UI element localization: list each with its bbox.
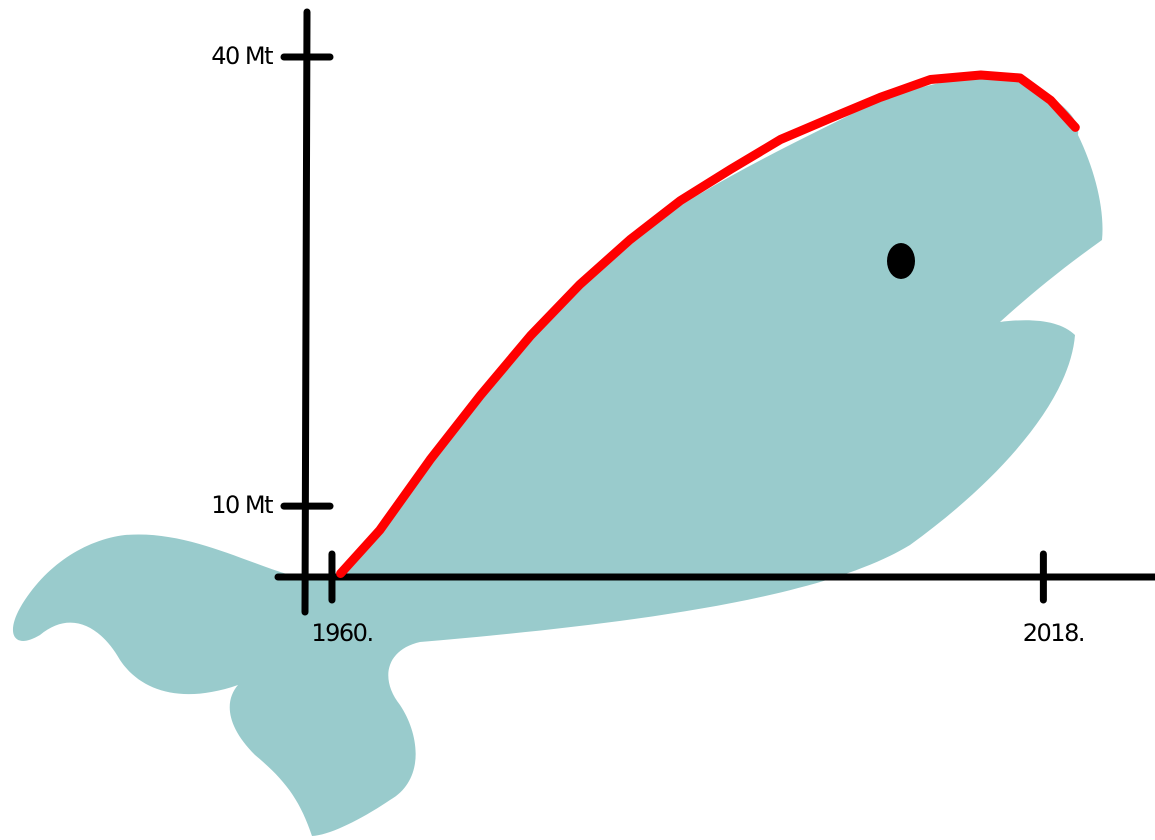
page: {"chart_data": { "type": "line", "x": [1… xyxy=(0,0,1155,840)
y-tick-label: 10 Mt xyxy=(211,491,273,519)
x-tick-label: 2018. xyxy=(1023,619,1084,647)
chart: 10 Mt 40 Mt 1960. 2018. xyxy=(0,0,1155,840)
whale-body xyxy=(13,78,1103,836)
y-tick-label: 40 Mt xyxy=(211,42,273,70)
whale-eye xyxy=(887,243,915,279)
x-tick-label: 1960. xyxy=(311,619,372,647)
y-axis xyxy=(305,12,307,612)
